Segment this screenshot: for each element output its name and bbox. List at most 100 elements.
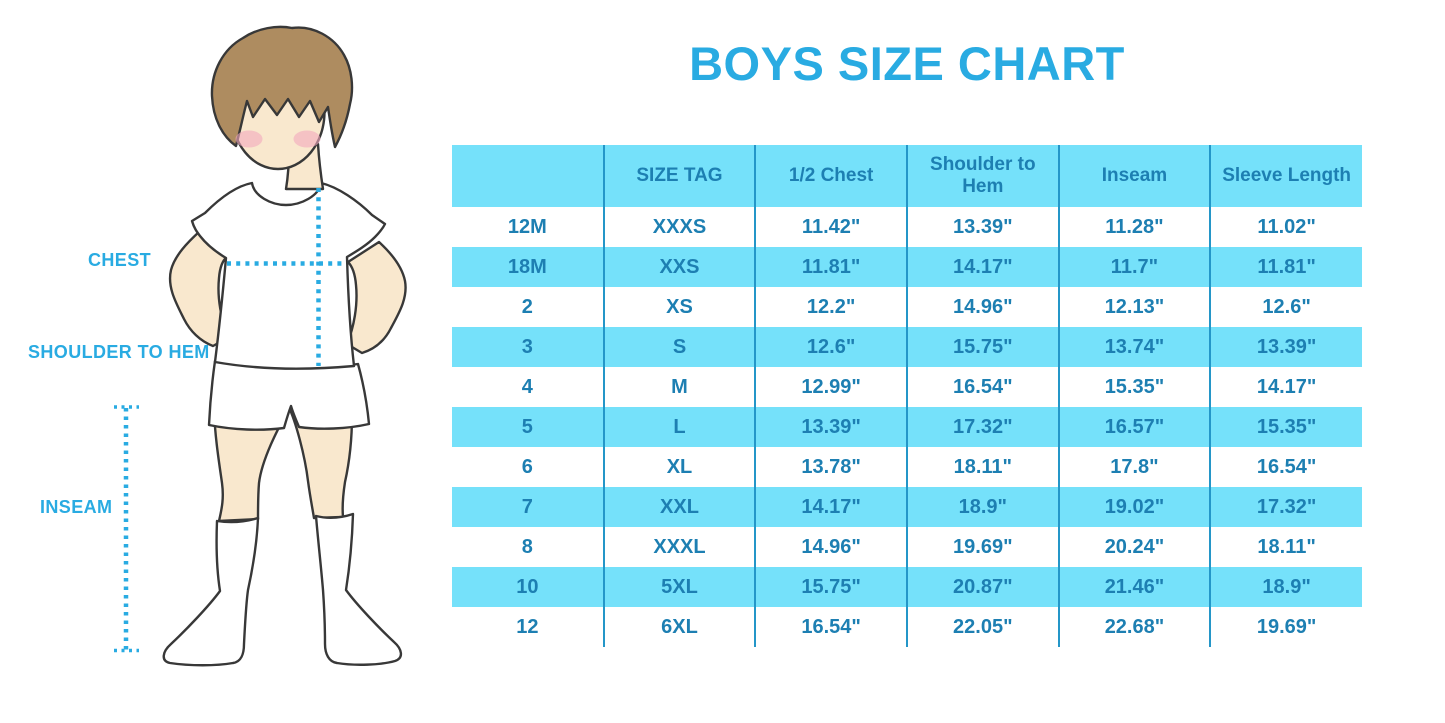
- measurement-cell: 13.74": [1057, 327, 1211, 367]
- measurement-cell: 18.9": [905, 487, 1059, 527]
- table-row: 12 6XL 16.54" 22.05" 22.68" 19.69": [452, 607, 1362, 647]
- measurement-cell: XS: [602, 287, 756, 327]
- size-table-body: 12M XXXS 11.42" 13.39" 11.28" 11.02" 18M XXS 11.…: [452, 207, 1362, 647]
- measurement-cell: S: [602, 327, 756, 367]
- measurement-cell: 11.81": [754, 247, 907, 287]
- table-row: 3 S 12.6" 15.75" 13.74" 13.39": [452, 327, 1362, 367]
- measurement-cell: 6XL: [602, 607, 756, 647]
- column-header: SIZE TAG: [602, 145, 756, 207]
- measurement-cell: 12.6": [754, 327, 907, 367]
- measurement-cell: 14.17": [754, 487, 907, 527]
- table-row: 2 XS 12.2" 14.96" 12.13" 12.6": [452, 287, 1362, 327]
- page-title: BOYS SIZE CHART: [689, 37, 1125, 90]
- size-cell: 12: [516, 615, 539, 638]
- measurement-cell: 11.7": [1057, 247, 1211, 287]
- measurement-cell: 13.39": [754, 407, 907, 447]
- boy-illustration: [114, 25, 407, 667]
- measurement-cell: 18.11": [905, 447, 1059, 487]
- table-row: 18M XXS 11.81" 14.17" 11.7" 11.81": [452, 247, 1362, 287]
- measurement-cell: 13.39": [1209, 327, 1362, 367]
- measurement-cell: 19.69": [1209, 607, 1362, 647]
- measurement-cell: 14.17": [905, 247, 1059, 287]
- size-cell: 4: [521, 375, 533, 398]
- measurement-cell: 5XL: [602, 567, 756, 607]
- measurement-cell: 17.32": [1209, 487, 1362, 527]
- measurement-cell: M: [602, 367, 756, 407]
- column-header: Shoulder to Hem: [905, 145, 1059, 207]
- inseam-label: INSEAM: [40, 497, 113, 517]
- size-table: SIZE TAG 1/2 Chest Shoulder to Hem Inseam Sl…: [452, 145, 1362, 647]
- column-header: 1/2 Chest: [754, 145, 907, 207]
- measurement-cell: 16.54": [754, 607, 907, 647]
- size-cell: 3: [452, 327, 604, 367]
- measurement-cell: 14.96": [754, 527, 907, 567]
- table-row: 8 XXXL 14.96" 19.69" 20.24" 18.11": [452, 527, 1362, 567]
- measurement-cell: 22.05": [905, 607, 1059, 647]
- measurement-cell: 13.39": [905, 207, 1059, 247]
- table-row: 12M XXXS 11.42" 13.39" 11.28" 11.02": [452, 207, 1362, 247]
- column-header: Sleeve Length: [1209, 145, 1362, 207]
- measurement-cell: 14.96": [905, 287, 1059, 327]
- measurement-cell: XXXS: [602, 207, 756, 247]
- table-row: 6 XL 13.78" 18.11" 17.8" 16.54": [452, 447, 1362, 487]
- measurement-cell: 16.54": [1209, 447, 1362, 487]
- measurement-cell: 11.28": [1057, 207, 1211, 247]
- measurement-cell: 11.42": [754, 207, 907, 247]
- measurement-cell: XXL: [602, 487, 756, 527]
- size-cell: 6: [521, 455, 533, 478]
- shorts: [207, 359, 371, 431]
- right-arm: [345, 240, 407, 355]
- measurement-cell: XXXL: [602, 527, 756, 567]
- left-arm: [168, 229, 231, 348]
- measurement-cell: 16.54": [905, 367, 1059, 407]
- corner-cell: [452, 145, 604, 207]
- measurement-cell: 15.75": [754, 567, 907, 607]
- size-table-header: SIZE TAG 1/2 Chest Shoulder to Hem Inseam Sl…: [452, 145, 1362, 207]
- measurement-cell: 14.17": [1209, 367, 1362, 407]
- measurement-cell: 15.75": [905, 327, 1059, 367]
- measurement-cell: XL: [602, 447, 756, 487]
- header-row: SIZE TAG 1/2 Chest Shoulder to Hem Inseam Sl…: [452, 145, 1362, 207]
- measurement-cell: 17.8": [1057, 447, 1211, 487]
- measurement-cell: 12.99": [754, 367, 907, 407]
- measurement-cell: 22.68": [1057, 607, 1211, 647]
- size-cell: 2: [521, 295, 533, 318]
- measurement-cell: 13.78": [754, 447, 907, 487]
- measurement-cell: 20.87": [905, 567, 1059, 607]
- measurement-cell: 12.2": [754, 287, 907, 327]
- right-blush: [293, 130, 321, 148]
- size-cell: 5: [452, 407, 604, 447]
- measurement-cell: 15.35": [1209, 407, 1362, 447]
- size-cell: 12M: [507, 215, 547, 238]
- size-cell: 8: [521, 535, 533, 558]
- chest-label: CHEST: [88, 250, 152, 270]
- measurement-cell: 19.02": [1057, 487, 1211, 527]
- table-row: 4 M 12.99" 16.54" 15.35" 14.17": [452, 367, 1362, 407]
- measurement-cell: 12.6": [1209, 287, 1362, 327]
- measurement-cell: 17.32": [905, 407, 1059, 447]
- shoulder-to-hem-label: SHOULDER TO HEM: [28, 342, 210, 362]
- size-cell: 18M: [452, 247, 604, 287]
- measurement-cell: 18.11": [1209, 527, 1362, 567]
- measurement-cell: 16.57": [1057, 407, 1211, 447]
- measurement-cell: 21.46": [1057, 567, 1211, 607]
- measurement-cell: 11.81": [1209, 247, 1362, 287]
- column-header: Inseam: [1057, 145, 1211, 207]
- table-row: 7 XXL 14.17" 18.9" 19.02" 17.32": [452, 487, 1362, 527]
- size-cell: 10: [452, 567, 604, 607]
- left-sock: [162, 516, 260, 667]
- right-sock: [314, 512, 403, 666]
- measurement-cell: 15.35": [1057, 367, 1211, 407]
- size-cell: 7: [452, 487, 604, 527]
- table-row: 5 L 13.39" 17.32" 16.57" 15.35": [452, 407, 1362, 447]
- measurement-cell: XXS: [602, 247, 756, 287]
- measurement-cell: 19.69": [905, 527, 1059, 567]
- hair: [210, 25, 354, 149]
- left-blush: [235, 130, 263, 148]
- measurement-cell: 11.02": [1209, 207, 1362, 247]
- table-row: 10 5XL 15.75" 20.87" 21.46" 18.9": [452, 567, 1362, 607]
- measurement-cell: 12.13": [1057, 287, 1211, 327]
- measurement-cell: L: [602, 407, 756, 447]
- measurement-cell: 20.24": [1057, 527, 1211, 567]
